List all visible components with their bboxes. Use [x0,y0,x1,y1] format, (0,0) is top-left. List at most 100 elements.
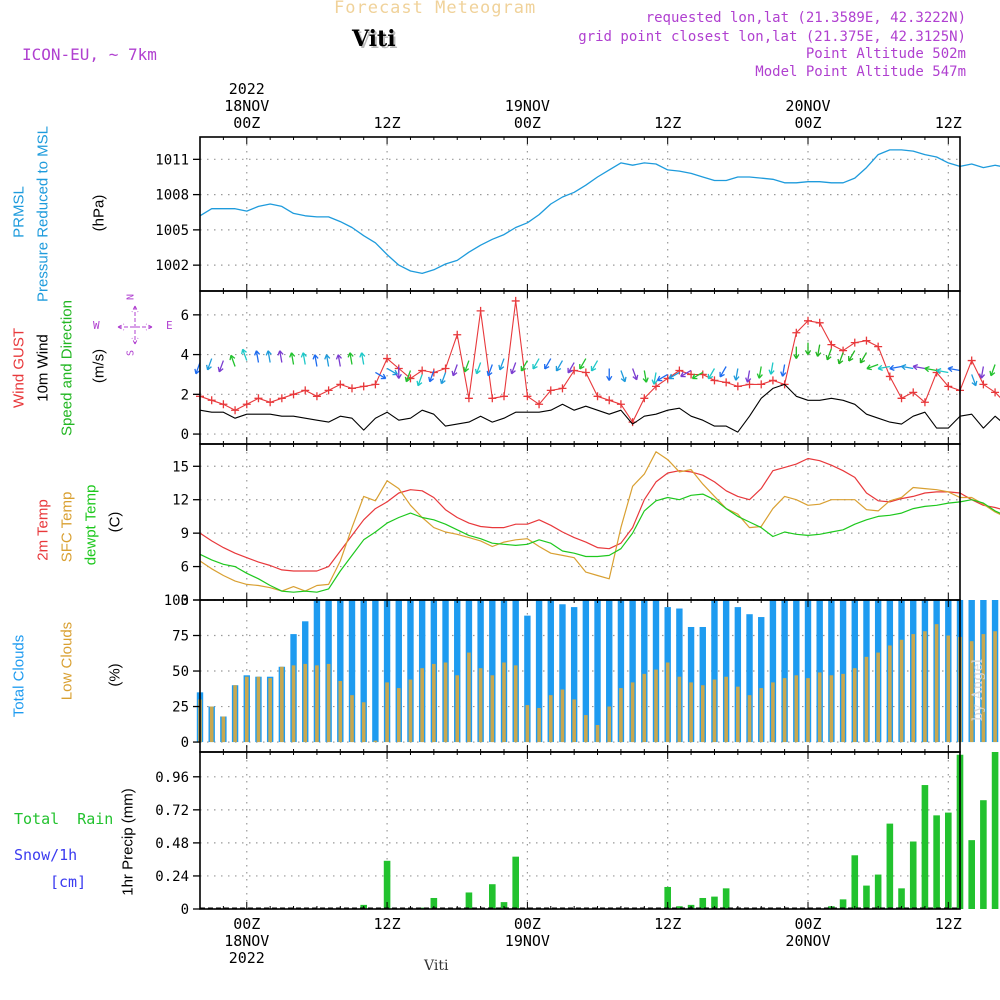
gust-marker [687,370,696,379]
rain-bar [711,896,718,909]
clouds-unit: (%) [106,663,124,687]
time-label-bottom: 00Z [514,915,541,933]
low-cloud-bar [548,695,553,743]
low-cloud-bar [478,668,483,743]
point-altitude: Point Altitude 502m [805,46,966,62]
total-clouds-label: Total Clouds [10,634,28,718]
wind-arrow [912,364,926,371]
gust-marker [792,328,801,337]
gust-marker [289,390,298,399]
gust-marker [500,392,508,401]
grid-point-coords: grid point closest lon,lat (21.375E, 42.… [578,29,966,45]
wind-arrow [848,350,856,362]
time-label-top: 00Z [794,114,821,132]
low-cloud-bar [572,699,576,743]
rain-bar [851,855,859,909]
low-cloud-bar [911,634,916,743]
clouds-plot [196,600,999,743]
time-label-top: 20NOV [785,97,830,115]
temp-unit: (C) [106,511,124,533]
wind-arrow [804,342,812,355]
gust-marker [546,386,555,395]
wind-arrow [900,364,914,371]
total-cloud-bar [407,600,414,743]
gust-marker [885,372,894,381]
total-cloud-bar [582,600,590,743]
wind-arrow [889,364,902,371]
rain-bar [430,897,438,909]
low-cloud-bar [268,678,272,743]
total-cloud-bar [839,600,847,743]
rain-bar [933,815,940,909]
low-cloud-bar [525,705,530,743]
low-cloud-bar [665,662,670,743]
gust-marker [768,376,777,385]
low-cloud-bar [700,685,705,743]
gust-marker [804,316,812,325]
low-cloud-bar [923,631,927,743]
low-cloud-bar [642,673,647,743]
ytick-label: 3 [181,593,189,609]
rain-bar [921,785,929,909]
time-label-bottom: 12Z [935,915,962,933]
wind10m-line [199,383,1000,433]
low-cloud-bar [537,707,541,743]
wind-arrow [300,352,307,365]
gust-marker [535,400,544,409]
low-cloud-bar [817,672,822,743]
low-cloud-bar [829,675,834,743]
rain-bar [945,812,952,909]
ytick-label: 6 [181,308,189,324]
wind-arrow [451,364,458,377]
gust-marker [371,380,380,389]
wind-arrow [324,354,331,367]
ytick-label: 100 [164,593,189,609]
rain-bar [664,886,671,909]
ytick-label: 0.96 [155,770,189,786]
total-cloud-bar [559,604,566,743]
gust-marker [488,394,497,403]
rain-bar [465,892,473,909]
wind-arrow [544,358,552,370]
compass-rose-icon [117,305,153,345]
gust-marker [581,368,590,377]
low-cloud-bar [841,673,845,743]
wind-arrow [567,362,575,374]
wind-arrow [386,367,399,376]
total-cloud-bar [454,600,461,743]
gust-marker [991,388,1000,397]
low-cloud-bar [852,668,857,743]
low-cloud-bar [934,624,939,743]
axis-ticks: 1002 1005 1008 1011 0 2 4 6 3 6 9 12 15 0 25 50 75 100 0 0.… [155,137,949,918]
total-cloud-bar [360,600,367,743]
total-cloud-bar [348,600,356,743]
gust-marker [324,386,333,395]
model-altitude: Model Point Altitude 547m [755,64,966,80]
wind-arrow [253,350,261,363]
time-label-bottom: 18NOV [224,932,269,950]
time-label-top: 12Z [935,114,962,132]
low-cloud-bar [759,688,764,743]
ytick-label: 25 [172,700,189,716]
low-cloud-bar [443,662,448,743]
ytick-label: 0 [181,902,189,918]
wind-arrow [474,362,482,375]
wind-arrow [428,370,435,383]
time-label-top: 00Z [514,114,541,132]
gust-marker [348,384,356,393]
low-cloud-bar [315,665,319,743]
wind-arrow [229,354,236,367]
wind-gust-label: Wind GUST [10,327,28,409]
wind-arrow [989,364,996,377]
wind-arrow [691,371,704,380]
low-cloud-bar [233,685,237,743]
gust-marker [850,338,859,347]
time-label-top: 12Z [374,114,401,132]
total-cloud-bar [372,600,379,743]
rain-bar [489,884,496,909]
low-cloud-bar [654,669,658,743]
ytick-label: 2 [181,387,189,403]
time-label-top: 2022 [229,80,265,98]
total-cloud-bar [734,607,742,743]
